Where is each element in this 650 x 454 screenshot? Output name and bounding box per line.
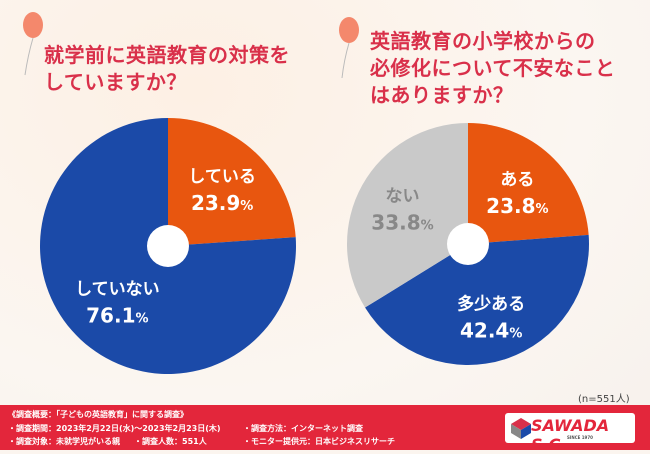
balloon-icon-left (23, 12, 43, 76)
pie-slice (365, 234, 590, 365)
footer-count: ・調査人数：551人 (134, 437, 207, 446)
footer: 《調査概要：「子どもの英語教育」に関する調査》 ・調査期間：2023年2月22日… (0, 405, 650, 454)
pie-slice (468, 123, 589, 244)
slice-label: ない (385, 186, 419, 206)
footer-target: ・調査対象：未就学児がいる親 (8, 437, 120, 446)
slice-label: ある (500, 170, 534, 190)
slice-label: している (188, 167, 256, 187)
footer-period: ・調査期間：2023年2月22日(水)〜2023年2月23日(木) (8, 424, 221, 433)
title-line: 英語教育の小学校からの (370, 29, 596, 53)
title-line: 必修化について不安なこと (370, 56, 616, 80)
title-line: はありますか？ (370, 83, 514, 107)
slice-label: していない (75, 279, 160, 299)
footer-method: ・調査方法：インターネット調査 (243, 424, 363, 433)
sawada-logo: SAWADA S.C. SINCE 1970 (505, 413, 635, 454)
pie-slice (346, 123, 468, 308)
pie-slice (168, 118, 296, 246)
donut-hole (147, 225, 189, 267)
donut-hole (447, 223, 489, 265)
slice-label: 多少ある (457, 293, 525, 314)
logo-cube-icon (511, 418, 531, 439)
chart-title-right: 英語教育の小学校からの 必修化について不安なこと はありますか？ (370, 28, 615, 109)
sample-size-note: (n=551人) (578, 394, 630, 405)
footer-overview: 《調査概要：「子どもの英語教育」に関する調査》 (8, 410, 188, 419)
title-line: していますか？ (44, 70, 187, 94)
footer-provider: ・モニター提供元：日本ビジネスリサーチ (243, 437, 395, 446)
title-line: 就学前に英語教育の対策を (44, 43, 290, 67)
chart-title-left: 就学前に英語教育の対策を していますか？ (44, 42, 290, 96)
balloon-icon-right (339, 17, 359, 79)
